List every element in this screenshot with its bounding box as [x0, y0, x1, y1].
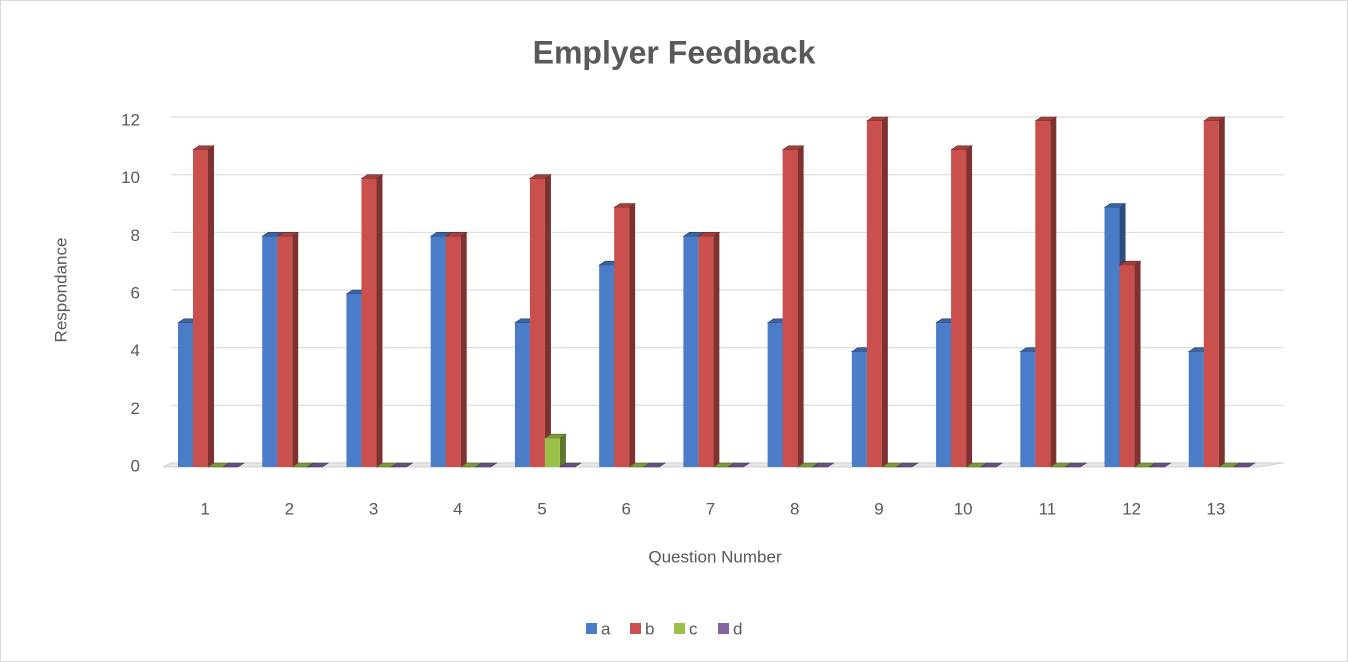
- x-tick-label: 1: [200, 499, 209, 518]
- bar-top: [895, 462, 919, 468]
- bar-top: [390, 462, 414, 468]
- legend-swatch: [586, 623, 597, 634]
- bar-top: [1064, 462, 1088, 468]
- x-tick-label: 12: [1122, 499, 1141, 518]
- bar: [614, 207, 630, 467]
- bar: [1104, 207, 1120, 467]
- y-tick-label: 10: [121, 168, 140, 187]
- x-tick-label: 6: [622, 499, 631, 518]
- bar: [936, 322, 952, 467]
- bar: [767, 322, 783, 467]
- bar-top: [643, 462, 667, 468]
- y-axis-title: Respondance: [51, 238, 70, 343]
- legend-swatch: [718, 623, 729, 634]
- x-axis-title: Question Number: [648, 547, 782, 566]
- bar: [529, 178, 545, 467]
- bar: [1035, 121, 1051, 467]
- bar: [514, 322, 530, 467]
- bar: [1119, 265, 1135, 467]
- bar-side: [713, 232, 720, 467]
- bar-side: [629, 203, 636, 467]
- bar-side: [1050, 117, 1057, 467]
- bar-top: [558, 462, 582, 468]
- bar-side: [1134, 261, 1141, 467]
- bar: [1188, 351, 1204, 467]
- bar-side: [208, 145, 214, 468]
- x-tick-label: 7: [706, 499, 715, 518]
- bar: [430, 236, 446, 467]
- y-tick-label: 8: [131, 226, 140, 245]
- x-tick-label: 13: [1206, 499, 1225, 518]
- x-tick-label: 11: [1039, 499, 1057, 518]
- x-tick-label: 8: [790, 499, 799, 518]
- chart-title: Emplyer Feedback: [533, 34, 816, 70]
- y-tick-label: 6: [131, 283, 140, 302]
- legend-label: a: [601, 619, 611, 638]
- legend-swatch: [630, 623, 641, 634]
- bar: [544, 438, 560, 467]
- bar: [193, 149, 208, 468]
- bar-side: [544, 174, 551, 467]
- bar: [851, 351, 867, 467]
- bar-side: [460, 232, 467, 467]
- bar: [178, 322, 193, 467]
- legend-swatch: [674, 623, 685, 634]
- bar-top: [1148, 462, 1172, 468]
- y-tick-label: 4: [131, 341, 140, 360]
- bar: [698, 236, 714, 467]
- y-tick-label: 0: [131, 456, 140, 475]
- bar: [346, 294, 362, 467]
- bar-top: [811, 462, 835, 468]
- bar-side: [559, 434, 566, 467]
- bar-side: [881, 117, 888, 467]
- bar-side: [292, 232, 299, 467]
- x-tick-label: 4: [453, 499, 462, 518]
- bar: [782, 149, 798, 468]
- bar-side: [966, 145, 973, 468]
- x-tick-label: 10: [954, 499, 973, 518]
- x-tick-label: 3: [369, 499, 378, 518]
- bar-top: [222, 462, 245, 468]
- y-tick-label: 12: [121, 110, 140, 129]
- bar-side: [376, 174, 383, 467]
- x-tick-label: 5: [537, 499, 546, 518]
- legend-label: c: [689, 619, 698, 638]
- bar: [683, 236, 699, 467]
- bar: [1020, 351, 1036, 467]
- bar-top: [1232, 462, 1256, 468]
- bar: [866, 121, 882, 467]
- bar: [277, 236, 293, 467]
- x-tick-label: 2: [285, 499, 294, 518]
- bar: [361, 178, 377, 467]
- legend-label: b: [645, 619, 654, 638]
- legend-label: d: [733, 619, 742, 638]
- bar: [1203, 121, 1219, 467]
- bar-top: [474, 462, 498, 468]
- bar-side: [797, 145, 804, 468]
- x-tick-label: 9: [874, 499, 883, 518]
- bar-top: [980, 462, 1004, 468]
- bar-side: [1218, 117, 1225, 467]
- y-tick-label: 2: [131, 399, 140, 418]
- bar-top: [306, 462, 330, 468]
- bar-top: [727, 462, 751, 468]
- bar: [262, 236, 278, 467]
- bar: [951, 149, 967, 468]
- bar: [599, 265, 615, 467]
- bar: [445, 236, 461, 467]
